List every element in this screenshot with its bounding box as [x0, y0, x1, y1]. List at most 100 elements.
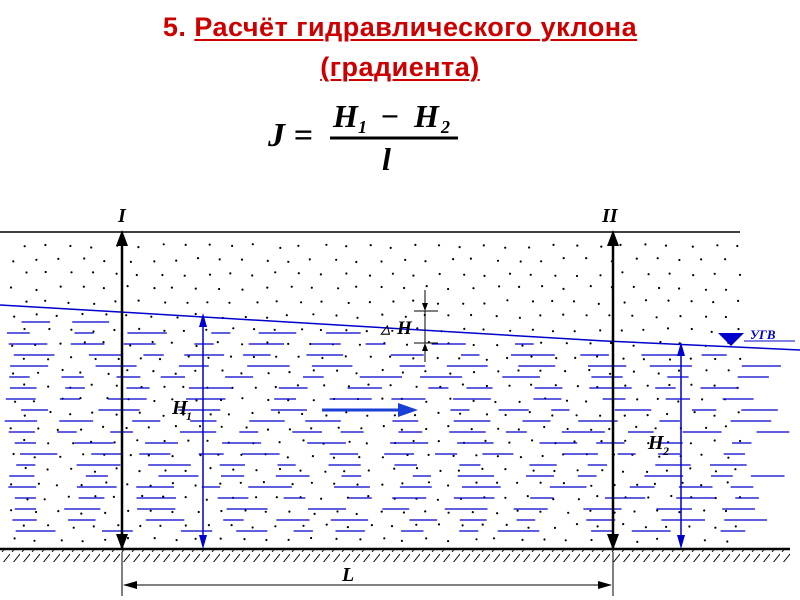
soil-dot — [381, 483, 384, 486]
soil-dot — [325, 414, 328, 417]
soil-dot — [632, 370, 636, 373]
soil-dot — [310, 427, 313, 430]
soil-dot — [275, 355, 278, 358]
soil-dot — [243, 538, 246, 541]
soil-dot — [325, 523, 328, 526]
soil-dot — [138, 327, 141, 330]
soil-dot — [496, 455, 499, 458]
soil-dot — [667, 299, 670, 302]
soil-dot — [358, 456, 361, 459]
soil-dot — [209, 467, 212, 470]
soil-dot — [516, 481, 519, 484]
soil-dot — [690, 327, 693, 331]
soil-dot — [35, 288, 38, 292]
soil-dot — [115, 413, 118, 416]
slide-title: 5. Расчёт гидравлического уклона (градие… — [0, 8, 800, 86]
soil-dot — [495, 315, 498, 318]
soil-dot — [646, 414, 649, 417]
soil-dot — [152, 370, 155, 373]
soil-dot — [713, 272, 716, 275]
soil-dot — [539, 481, 542, 484]
soil-dot — [567, 511, 570, 514]
soil-dot — [644, 299, 648, 302]
soil-dot — [724, 509, 728, 513]
soil-dot — [80, 428, 83, 431]
soil-dot — [713, 439, 716, 442]
soil-dot — [355, 260, 358, 264]
soil-dot — [425, 427, 428, 431]
soil-dot — [320, 300, 323, 303]
soil-dot — [552, 498, 555, 501]
soil-dot — [437, 440, 440, 443]
soil-dot — [566, 427, 569, 431]
soil-dot — [472, 287, 475, 290]
soil-dot — [737, 299, 740, 302]
soil-dot — [449, 397, 452, 400]
soil-dot — [590, 538, 593, 542]
soil-dot — [600, 440, 603, 443]
soil-dot — [150, 315, 153, 318]
soil-dot — [13, 315, 16, 318]
soil-dot — [471, 510, 474, 514]
soil-dot — [518, 285, 521, 288]
soil-dot — [521, 538, 524, 542]
soil-dot — [61, 368, 64, 372]
soil-dot — [23, 245, 26, 248]
soil-dot — [485, 384, 488, 388]
section-1-bottom-arrow-icon — [116, 534, 128, 550]
soil-dot — [171, 510, 174, 514]
soil-dot — [543, 538, 546, 541]
section-1-top-arrow-icon — [116, 230, 128, 246]
soil-dot — [700, 453, 703, 456]
soil-dot — [320, 497, 323, 500]
soil-dot — [447, 314, 450, 317]
soil-dot — [600, 245, 603, 248]
soil-dot — [367, 383, 370, 386]
soil-dot — [92, 525, 95, 528]
water-table-triangle-icon — [718, 333, 744, 346]
soil-dot — [44, 299, 47, 302]
soil-dot — [622, 523, 625, 526]
soil-dot — [138, 470, 141, 473]
soil-dot — [149, 484, 152, 487]
soil-dot — [599, 329, 602, 332]
soil-dot — [208, 243, 211, 246]
delta-h-label: H — [396, 318, 413, 339]
soil-dot — [25, 300, 28, 303]
soil-dot — [288, 428, 291, 431]
soil-dot — [113, 441, 116, 444]
soil-dot — [705, 315, 708, 318]
soil-dot — [231, 244, 234, 247]
soil-dot — [565, 342, 568, 345]
soil-dot — [642, 328, 645, 331]
soil-dot — [700, 484, 703, 487]
soil-dot — [126, 369, 129, 372]
length-dimension: L — [123, 564, 612, 589]
length-right-arrow-icon — [598, 581, 612, 589]
soil-dot — [366, 414, 369, 417]
soil-dot — [659, 340, 662, 344]
soil-dot — [255, 496, 258, 499]
soil-dot — [596, 355, 599, 358]
soil-dot — [447, 287, 450, 291]
soil-dot — [540, 260, 543, 263]
soil-dot — [115, 272, 118, 275]
water-table-marker: УГВ — [718, 327, 795, 346]
soil-dot — [312, 399, 315, 402]
soil-dot — [22, 524, 25, 527]
soil-dot — [509, 329, 512, 332]
soil-dot — [228, 301, 231, 304]
soil-dot — [438, 272, 441, 276]
soil-dot — [577, 498, 581, 501]
soil-dot — [644, 243, 647, 246]
soil-dot — [22, 357, 25, 360]
soil-dot — [337, 287, 340, 290]
soil-dot — [437, 523, 441, 526]
soil-dot — [656, 537, 659, 540]
soil-dot — [481, 523, 484, 526]
soil-dot — [632, 344, 635, 347]
soil-dot — [227, 413, 230, 416]
soil-dot — [265, 538, 268, 542]
soil-dot — [244, 509, 247, 512]
soil-dot — [531, 300, 535, 303]
